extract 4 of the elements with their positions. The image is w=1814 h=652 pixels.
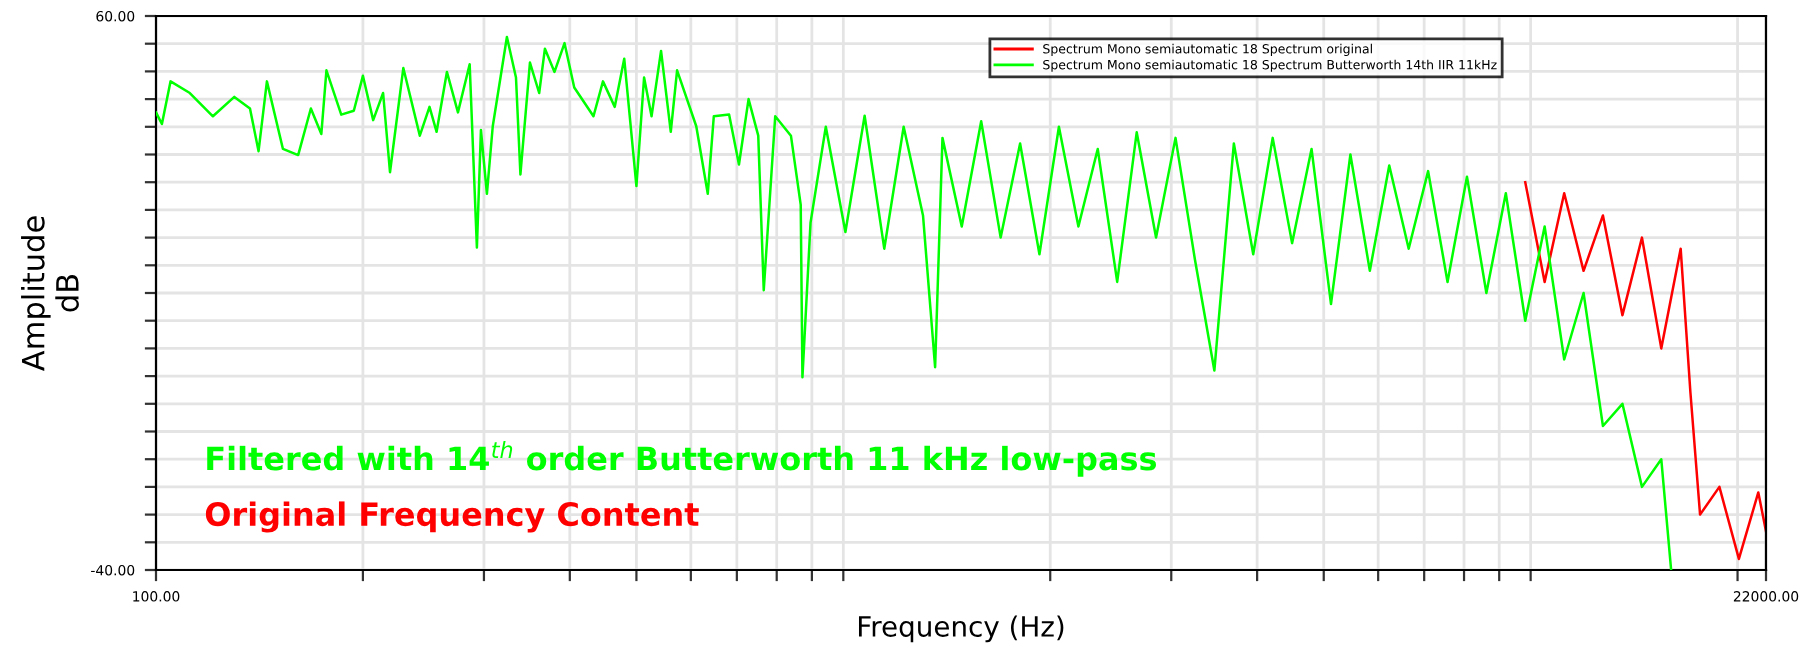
annotation: Filtered with 14$^{th}$ order Butterworth 11 kHz low-pass <box>207 440 1157 477</box>
y-axis-title: Amplitude dB <box>21 216 79 372</box>
annotation: Original Frequency Content <box>205 501 699 533</box>
x-axis-title: Frequency (Hz) <box>858 615 1064 643</box>
